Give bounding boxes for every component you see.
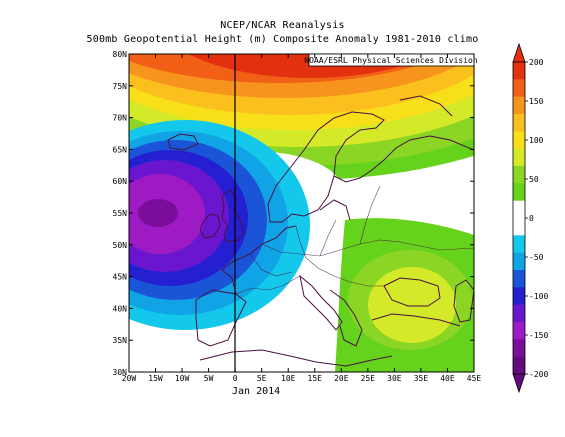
lon-tick-label: 35E <box>414 374 429 383</box>
lon-tick-label: 45E <box>467 374 482 383</box>
credit-box <box>308 53 475 67</box>
colorbar-swatch <box>513 235 525 253</box>
contour-m175 <box>138 199 178 227</box>
colorbar-swatch <box>513 114 525 132</box>
lon-tick-label: 10E <box>281 374 296 383</box>
colorbar-tick-label: 0 <box>529 214 534 223</box>
colorbar-tick-label: 50 <box>529 175 539 184</box>
colorbar-swatch <box>513 96 525 115</box>
colorbar-tick-label: 200 <box>529 58 544 67</box>
colorbar: 200 150 100 50 0 -50 -100 -150 -200 <box>512 42 548 394</box>
colorbar-tick-label: -200 <box>529 370 548 379</box>
lat-tick-label: 40N <box>113 304 128 313</box>
colorbar-tick-label: 150 <box>529 97 544 106</box>
colorbar-tick-label: -100 <box>529 292 548 301</box>
lat-tick-label: 70N <box>113 114 128 123</box>
colorbar-tick-label: -150 <box>529 331 548 340</box>
colorbar-swatch <box>513 270 525 288</box>
lon-tick-label: 20E <box>334 374 349 383</box>
colorbar-swatch <box>513 183 525 201</box>
colorbar-swatch <box>513 322 525 340</box>
lat-tick-label: 50N <box>113 241 128 250</box>
lon-tick-label: 15W <box>148 374 163 383</box>
colorbar-top-arrow <box>512 42 526 63</box>
country-borders <box>235 185 474 295</box>
colorbar-swatch <box>513 79 525 97</box>
colorbar-bottom-arrow <box>512 373 526 394</box>
lon-tick-label: 40E <box>440 374 455 383</box>
colorbar-swatch <box>513 131 525 149</box>
colorbar-swatch <box>513 304 525 323</box>
lon-tick-label: 30E <box>387 374 402 383</box>
lat-tick-label: 55N <box>113 209 128 218</box>
lon-tick-label: 20W <box>122 374 137 383</box>
coastlines <box>167 95 474 367</box>
lat-tick-label: 80N <box>113 50 128 59</box>
lat-tick-label: 65N <box>113 145 128 154</box>
lon-tick-label: 5W <box>204 374 214 383</box>
contour-se-p75 <box>368 267 456 343</box>
colorbar-swatch <box>513 356 525 375</box>
latitude-axis: 80N 75N 70N 65N 60N 55N 50N 45N 40N 35N 30N <box>113 50 474 377</box>
colorbar-swatch <box>513 62 525 80</box>
lat-tick-label: 30N <box>113 368 128 377</box>
lon-tick-label: 10W <box>175 374 190 383</box>
credit-label: NOAA/ESRL Physical Sciences Division <box>304 56 478 65</box>
colorbar-swatch <box>513 166 525 184</box>
lat-tick-label: 60N <box>113 177 128 186</box>
colorbar-swatch <box>513 287 525 305</box>
lon-tick-label: 0 <box>233 374 238 383</box>
longitude-axis: 20W 15W 10W 5W 0 5E 10E 15E 20E 25E 30E 35E 40E 45E <box>122 54 482 383</box>
lon-tick-label: 5E <box>257 374 267 383</box>
chart-subtitle: 500mb Geopotential Height (m) Composite … <box>86 34 479 45</box>
colorbar-swatch <box>513 252 525 271</box>
colorbar-tick-label: 100 <box>529 136 544 145</box>
colorbar-swatch <box>513 339 525 357</box>
colorbar-tick-label: -50 <box>529 253 544 262</box>
lat-tick-label: 75N <box>113 82 128 91</box>
colorbar-swatch <box>513 200 525 219</box>
lat-tick-label: 35N <box>113 336 128 345</box>
colorbar-swatch <box>513 148 525 167</box>
chart-title: NCEP/NCAR Reanalysis <box>220 20 345 31</box>
period-label: Jan 2014 <box>232 386 281 397</box>
lon-tick-label: 15E <box>308 374 323 383</box>
colorbar-swatch <box>513 218 525 236</box>
anomaly-field <box>129 54 474 372</box>
lat-tick-label: 45N <box>113 273 128 282</box>
lon-tick-label: 25E <box>361 374 376 383</box>
